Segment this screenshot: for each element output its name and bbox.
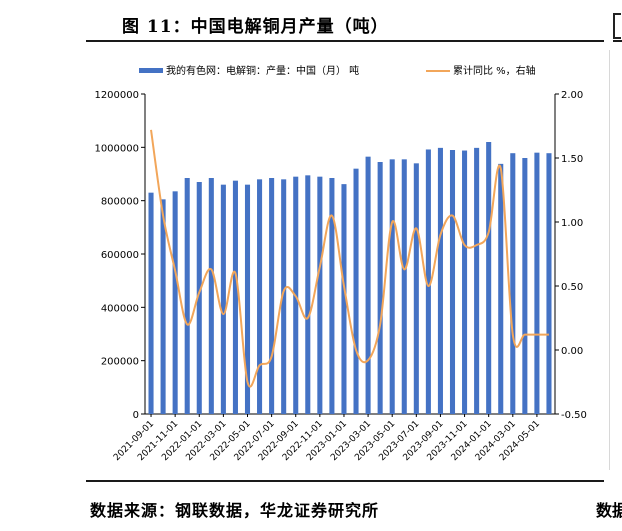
bar — [172, 191, 178, 414]
bar — [317, 176, 323, 414]
y-left-tick-label: 800000 — [101, 197, 139, 208]
y-right-tick-label: 0.00 — [561, 346, 583, 357]
bar — [401, 159, 407, 414]
bottom-rule — [86, 480, 604, 482]
y-left-tick-label: 400000 — [101, 303, 139, 314]
bar — [377, 162, 383, 414]
bar — [498, 163, 504, 414]
bar-series — [148, 142, 552, 415]
bar — [425, 149, 431, 414]
bar — [474, 147, 480, 414]
bar — [329, 178, 335, 414]
bar — [462, 150, 468, 415]
adjacent-top-rule — [613, 40, 622, 42]
y-right-tick-label: 1.00 — [561, 218, 583, 229]
y-right-tick-label: 1.50 — [561, 154, 583, 165]
adjacent-figure-edge — [613, 13, 621, 39]
legend: 我的有色网：电解铜：产量：中国（月） 吨 累计同比 %，右轴 — [139, 64, 536, 77]
bar — [341, 184, 347, 414]
bar — [160, 199, 166, 414]
bar — [413, 163, 419, 414]
bar — [486, 142, 492, 414]
adjacent-source-fragment: 数据 — [596, 501, 622, 520]
bar — [257, 179, 263, 414]
bar — [244, 184, 251, 414]
bar — [365, 156, 371, 414]
y-right-tick-label: 0.50 — [561, 282, 583, 293]
bar — [522, 158, 528, 414]
y-left-tick-label: 0 — [133, 410, 139, 421]
bar — [184, 178, 190, 414]
top-rule — [86, 40, 604, 42]
bar — [449, 150, 456, 414]
bar — [546, 153, 552, 414]
y-right-tick-label: -0.50 — [561, 410, 587, 421]
y-left-tick-label: 600000 — [101, 250, 139, 261]
axes: 0 200000 400000 600000 800000 1000000 1200000 -… — [94, 90, 586, 421]
legend-bar-swatch — [139, 68, 163, 73]
y-left-tick-label: 1000000 — [94, 143, 139, 154]
adjacent-chart-axis — [609, 50, 610, 470]
y-right-tick-label: 2.00 — [561, 90, 583, 101]
bar — [510, 153, 516, 414]
bar — [208, 178, 214, 414]
line-series — [150, 129, 549, 388]
bar — [196, 182, 202, 414]
bar — [534, 152, 540, 414]
bar — [269, 178, 275, 414]
bar — [353, 168, 359, 414]
y-left-tick-label: 1200000 — [94, 90, 139, 101]
legend-bar-label: 我的有色网：电解铜：产量：中国（月） 吨 — [166, 64, 359, 77]
cumulative-yoy-line — [150, 129, 549, 388]
x-axis-labels: 2021-09-012021-11-012022-01-012022-03-01… — [112, 414, 542, 463]
bar — [148, 192, 154, 414]
bar — [305, 175, 311, 414]
bar — [389, 159, 395, 414]
bar — [437, 147, 443, 414]
bar — [281, 179, 287, 414]
legend-line-label: 累计同比 %，右轴 — [453, 64, 536, 77]
bar — [232, 180, 238, 414]
source-note: 数据来源：钢联数据，华龙证券研究所 — [90, 501, 380, 520]
figure-title: 图 11：中国电解铜月产量（吨） — [122, 17, 389, 37]
bar — [220, 184, 226, 414]
y-left-tick-label: 200000 — [101, 357, 139, 368]
